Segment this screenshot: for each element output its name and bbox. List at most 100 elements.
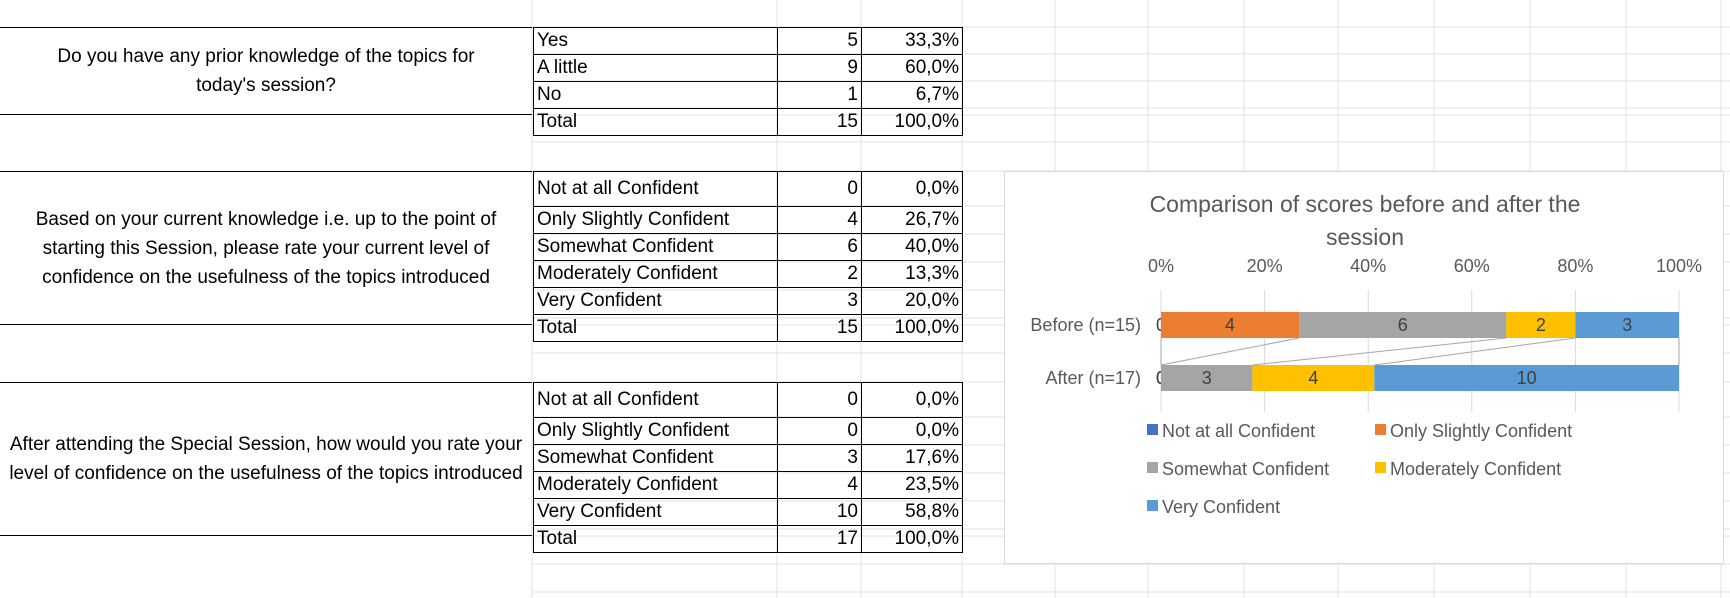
answer-count[interactable]: 0: [777, 417, 862, 445]
answer-percent[interactable]: 0,0%: [861, 417, 963, 445]
table-row[interactable]: Moderately Confident 2 13,3%: [533, 260, 963, 288]
answer-label[interactable]: Only Slightly Confident: [533, 206, 778, 234]
answer-label[interactable]: Total: [533, 314, 778, 342]
question-1-text: Do you have any prior knowledge of the t…: [57, 46, 475, 96]
table-row[interactable]: Moderately Confident 4 23,5%: [533, 471, 963, 499]
data-label: 6: [1398, 315, 1408, 335]
answer-count[interactable]: 6: [777, 233, 862, 261]
answer-count[interactable]: 5: [777, 27, 862, 55]
question-2-text: Based on your current knowledge i.e. up …: [35, 208, 497, 288]
answer-label[interactable]: Total: [533, 525, 778, 553]
data-label: 3: [1202, 368, 1212, 388]
answer-percent[interactable]: 0,0%: [861, 382, 963, 418]
answer-count[interactable]: 3: [777, 287, 862, 315]
answer-count[interactable]: 9: [777, 54, 862, 82]
answer-label[interactable]: Moderately Confident: [533, 260, 778, 288]
chart-title-line: session: [1326, 224, 1404, 250]
table-row[interactable]: Very Confident 10 58,8%: [533, 498, 963, 526]
table-row[interactable]: Only Slightly Confident 4 26,7%: [533, 206, 963, 234]
answer-percent[interactable]: 13,3%: [861, 260, 963, 288]
answer-label[interactable]: Somewhat Confident: [533, 444, 778, 472]
legend-entry: Only Slightly Confident: [1390, 421, 1572, 441]
table-row[interactable]: No 1 6,7%: [533, 81, 963, 109]
table-row[interactable]: Total 15 100,0%: [533, 108, 963, 136]
answer-count[interactable]: 15: [777, 314, 862, 342]
table-row[interactable]: Only Slightly Confident 0 0,0%: [533, 417, 963, 445]
legend-entry: Not at all Confident: [1162, 421, 1315, 441]
stacked-bar-chart[interactable]: Comparison of scores before and after th…: [1005, 172, 1725, 565]
legend-swatch: [1147, 424, 1158, 435]
x-tick-label: 100%: [1656, 256, 1702, 276]
answer-percent[interactable]: 40,0%: [861, 233, 963, 261]
table-row[interactable]: Yes 5 33,3%: [533, 27, 963, 55]
answer-percent[interactable]: 6,7%: [861, 81, 963, 109]
bar-segment: [1252, 365, 1375, 391]
question-3-cell[interactable]: After attending the Special Session, how…: [0, 382, 532, 536]
answer-percent[interactable]: 100,0%: [861, 108, 963, 136]
answer-percent[interactable]: 58,8%: [861, 498, 963, 526]
answer-count[interactable]: 2: [777, 260, 862, 288]
answer-count[interactable]: 3: [777, 444, 862, 472]
answer-percent[interactable]: 0,0%: [861, 171, 963, 207]
question-3-text: After attending the Special Session, how…: [9, 434, 523, 484]
table-row[interactable]: Total 15 100,0%: [533, 314, 963, 342]
answer-label[interactable]: No: [533, 81, 778, 109]
table-row[interactable]: Total 17 100,0%: [533, 525, 963, 553]
x-tick-label: 20%: [1247, 256, 1283, 276]
legend-swatch: [1375, 462, 1386, 473]
answer-percent[interactable]: 23,5%: [861, 471, 963, 499]
x-tick-label: 40%: [1350, 256, 1386, 276]
table-row[interactable]: Somewhat Confident 6 40,0%: [533, 233, 963, 261]
answer-label[interactable]: Very Confident: [533, 498, 778, 526]
table-row[interactable]: Not at all Confident 0 0,0%: [533, 382, 963, 418]
bar-segment: [1374, 365, 1679, 391]
category-label: After (n=17): [1045, 368, 1141, 388]
data-label: 2: [1536, 315, 1546, 335]
bar-segment: [1161, 365, 1253, 391]
answer-label[interactable]: Only Slightly Confident: [533, 417, 778, 445]
answer-count[interactable]: 4: [777, 471, 862, 499]
answer-label[interactable]: Total: [533, 108, 778, 136]
x-tick-label: 80%: [1557, 256, 1593, 276]
chart-container[interactable]: Comparison of scores before and after th…: [1004, 171, 1724, 564]
data-label: 4: [1308, 368, 1318, 388]
answer-label[interactable]: Yes: [533, 27, 778, 55]
answer-count[interactable]: 0: [777, 171, 862, 207]
answer-count[interactable]: 4: [777, 206, 862, 234]
table-row[interactable]: Very Confident 3 20,0%: [533, 287, 963, 315]
bar-segment: [1161, 312, 1300, 338]
answer-label[interactable]: Somewhat Confident: [533, 233, 778, 261]
answer-percent[interactable]: 100,0%: [861, 314, 963, 342]
question-1-cell[interactable]: Do you have any prior knowledge of the t…: [0, 27, 532, 115]
answer-count[interactable]: 1: [777, 81, 862, 109]
answer-percent[interactable]: 60,0%: [861, 54, 963, 82]
answer-count[interactable]: 17: [777, 525, 862, 553]
answer-label[interactable]: A little: [533, 54, 778, 82]
table-row[interactable]: Somewhat Confident 3 17,6%: [533, 444, 963, 472]
answer-label[interactable]: Moderately Confident: [533, 471, 778, 499]
answer-percent[interactable]: 20,0%: [861, 287, 963, 315]
answer-count[interactable]: 10: [777, 498, 862, 526]
answer-percent[interactable]: 100,0%: [861, 525, 963, 553]
answer-percent[interactable]: 33,3%: [861, 27, 963, 55]
bar-segment: [1575, 312, 1679, 338]
answer-label[interactable]: Not at all Confident: [533, 382, 778, 418]
table-row[interactable]: A little 9 60,0%: [533, 54, 963, 82]
table-row[interactable]: Not at all Confident 0 0,0%: [533, 171, 963, 207]
bar-segment: [1506, 312, 1576, 338]
answer-count[interactable]: 0: [777, 382, 862, 418]
answer-percent[interactable]: 26,7%: [861, 206, 963, 234]
series-line: [1160, 337, 1300, 366]
legend-swatch: [1375, 424, 1386, 435]
answer-label[interactable]: Very Confident: [533, 287, 778, 315]
question-2-table: Not at all Confident 0 0,0% Only Slightly …: [533, 171, 963, 342]
legend-entry: Moderately Confident: [1390, 459, 1561, 479]
legend-swatch: [1147, 500, 1158, 511]
answer-count[interactable]: 15: [777, 108, 862, 136]
chart-title-line: Comparison of scores before and after th…: [1150, 191, 1581, 217]
question-2-cell[interactable]: Based on your current knowledge i.e. up …: [0, 171, 532, 325]
data-label: 10: [1517, 368, 1537, 388]
category-label: Before (n=15): [1030, 315, 1141, 335]
answer-label[interactable]: Not at all Confident: [533, 171, 778, 207]
answer-percent[interactable]: 17,6%: [861, 444, 963, 472]
